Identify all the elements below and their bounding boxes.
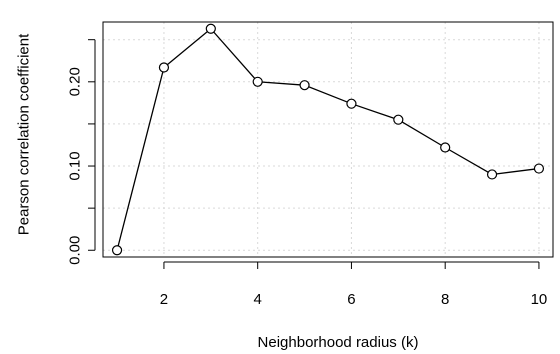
y-tick-label: 0.00	[67, 236, 84, 265]
series-line	[116, 27, 540, 251]
x-tick-label: 4	[254, 291, 262, 308]
data-point	[111, 245, 123, 256]
data-point	[252, 76, 263, 87]
grid-lines	[103, 22, 553, 257]
data-point	[440, 142, 451, 153]
y-tick-label: 0.10	[67, 151, 84, 180]
data-point	[158, 62, 170, 73]
x-tick-label: 6	[347, 291, 355, 308]
data-point	[486, 169, 498, 180]
data-point	[533, 163, 545, 174]
data-point	[393, 114, 404, 125]
data-point	[205, 23, 216, 34]
data-point	[299, 80, 310, 91]
axes: 2 4 6 8 10 0.00 0.10 0.20	[67, 39, 548, 308]
x-tick-label: 8	[441, 291, 449, 308]
x-tick-label: 10	[531, 291, 548, 308]
x-tick-label: 2	[160, 291, 168, 308]
x-axis-title: Neighborhood radius (k)	[258, 334, 419, 351]
y-tick-label: 0.20	[67, 67, 84, 96]
data-points	[111, 23, 545, 256]
y-axis-title: Pearson correlation coefficient	[16, 33, 33, 235]
plot-frame	[102, 21, 554, 258]
data-point	[346, 98, 357, 109]
